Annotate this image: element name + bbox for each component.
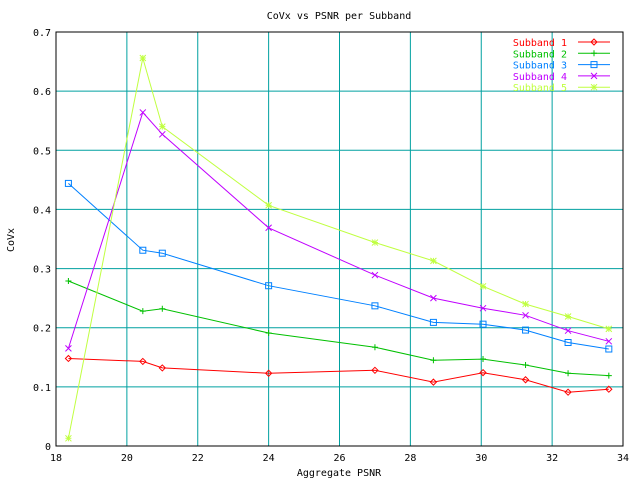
data-point [158,130,166,138]
y-tick-label: 0 [45,442,51,453]
data-point [265,201,272,209]
y-tick-label: 0.4 [33,205,51,216]
chart-title: CoVx vs PSNR per Subband [267,11,412,22]
data-point [605,345,613,353]
series-2 [65,277,612,379]
y-tick-label: 0.1 [33,383,51,394]
data-point [139,246,147,254]
series-line [68,358,609,393]
y-tick-label: 0.6 [33,87,51,98]
data-point [605,337,613,345]
data-point [265,330,272,337]
data-point [605,385,613,393]
data-point [65,345,72,352]
data-point [139,54,147,62]
data-point [371,239,379,246]
data-point [564,339,572,346]
data-point [479,320,487,328]
x-tick-label: 22 [192,453,204,464]
data-point [65,277,72,284]
data-point [371,302,379,310]
data-point [158,364,167,372]
y-tick-label: 0.2 [33,324,51,335]
series-1 [64,354,613,396]
series-line [67,57,609,439]
grid [56,32,623,446]
x-axis-label: Aggregate PSNR [297,468,382,479]
data-point [522,361,529,368]
x-tick-label: 34 [617,453,629,464]
data-point [590,38,598,46]
data-point [371,271,379,279]
x-tick-label: 18 [50,453,62,464]
legend-label: Subband 4 [513,72,567,83]
series-3 [64,179,613,353]
y-tick-label: 0.5 [33,146,51,157]
data-point [139,109,147,116]
data-point [605,372,612,379]
data-point [158,249,166,257]
x-tick-label: 24 [263,453,275,464]
data-point [430,294,437,302]
data-point [522,300,529,308]
x-tick-label: 28 [404,453,416,464]
y-tick-label: 0.3 [33,265,51,276]
data-point [139,308,146,315]
data-point [479,304,487,312]
x-tick-label: 20 [121,453,133,464]
x-tick-label: 26 [333,453,345,464]
legend-label: Subband 1 [513,38,567,49]
data-point [590,61,598,69]
legend-label: Subband 2 [513,49,567,60]
data-point [159,305,166,312]
data-point [590,72,598,80]
data-point [371,344,378,351]
series-line [68,280,609,377]
axis-ticks: 18 20 22 24 26 28 30 32 34 0 0.1 0.2 0.3 0.4 0.5 0.6 0.7 [33,28,629,464]
data-point [264,369,273,377]
data-point [521,376,530,384]
data-point [158,123,166,130]
series-5 [65,54,613,442]
data-point [65,434,72,442]
data-point [564,388,572,396]
data-point [564,327,572,335]
legend-label: Subband 5 [513,83,567,94]
data-point [605,325,613,333]
data-point [522,311,529,319]
data-point [429,378,438,386]
plot-frame [55,31,624,447]
x-tick-label: 32 [546,453,558,464]
data-point [265,282,273,290]
data-point [265,224,272,232]
data-point [64,179,72,187]
x-tick-label: 30 [475,453,487,464]
series-layer [64,54,613,442]
data-point [522,326,530,334]
y-axis-label: CoVx [6,228,17,252]
data-point [479,368,487,377]
data-point [429,318,437,326]
series-line [68,183,609,350]
data-point [590,83,598,91]
y-tick-label: 0.7 [33,28,51,39]
data-point [430,257,437,265]
series-line [67,111,609,349]
data-point [480,356,487,363]
data-point [564,313,572,320]
data-point [64,354,73,363]
data-point [371,366,379,375]
legend-label: Subband 3 [513,61,567,72]
data-point [430,357,437,364]
data-point [565,370,572,377]
data-point [479,282,487,290]
series-4 [65,109,613,352]
data-point [139,357,147,366]
data-point [591,50,597,57]
